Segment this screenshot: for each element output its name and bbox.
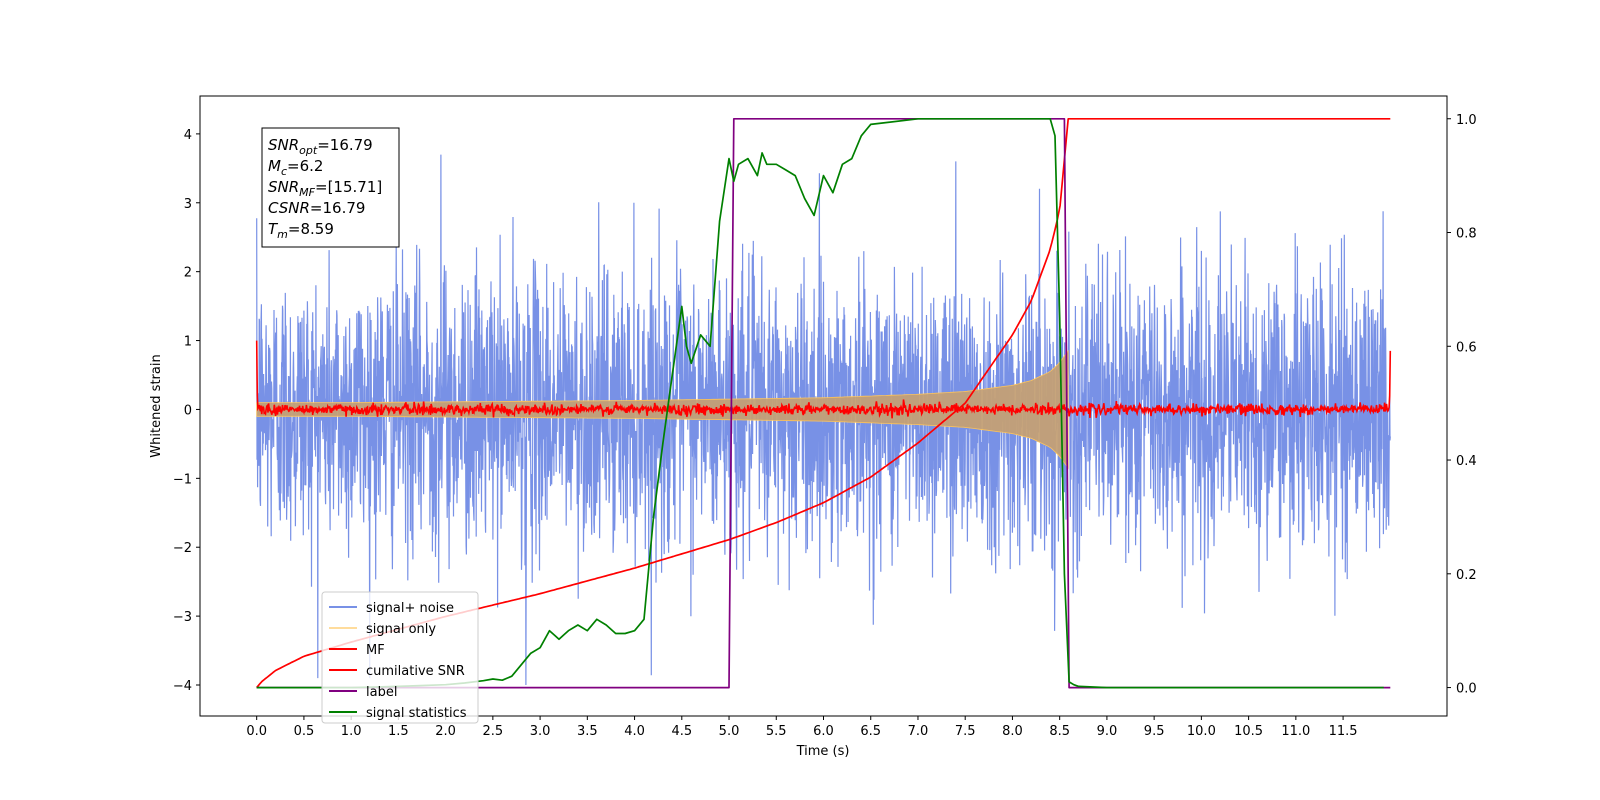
x-axis-label: Time (s): [796, 744, 850, 759]
y2-tick-label: 0.6: [1456, 340, 1477, 355]
x-tick-label: 11.5: [1329, 724, 1358, 739]
x-tick-label: 1.5: [388, 724, 409, 739]
x-tick-label: 5.5: [766, 724, 787, 739]
x-tick-label: 8.0: [1002, 724, 1023, 739]
x-tick-label: 0.0: [246, 724, 267, 739]
x-tick-label: 10.0: [1187, 724, 1216, 739]
y-tick-label: 2: [184, 266, 192, 281]
stats-value: =8.59: [288, 220, 334, 238]
x-tick-label: 11.0: [1281, 724, 1310, 739]
stats-box: SNRopt=16.79Mc=6.2SNRMF=[15.71]CSNR=16.7…: [261, 127, 400, 248]
stats-lines: SNRopt=16.79Mc=6.2SNRMF=[15.71]CSNR=16.7…: [268, 136, 382, 241]
legend-frame: [321, 591, 479, 724]
y-tick-label: −4: [173, 679, 192, 694]
stats-line: SNRMF=[15.71]: [268, 178, 382, 199]
y-axis-label: Whitened strain: [149, 354, 164, 457]
x-tick-label: 3.5: [577, 724, 598, 739]
stats-value: =16.79: [317, 136, 373, 154]
y2-tick-label: 0.8: [1456, 227, 1477, 242]
stats-symbol: T: [268, 220, 279, 238]
stats-symbol: M: [268, 157, 281, 175]
stats-line: SNRopt=16.79: [268, 136, 373, 157]
x-tick-label: 6.0: [813, 724, 834, 739]
x-tick-label: 1.0: [341, 724, 362, 739]
legend-items: signal+ noise signal only MF cumilative SNR…: [329, 601, 467, 721]
x-tick-label: 9.5: [1144, 724, 1165, 739]
stats-symbol: SNR: [268, 178, 299, 196]
stats-box-frame: [261, 127, 400, 248]
stats-value: =[15.71]: [315, 178, 382, 196]
y-tick-label: 1: [184, 335, 192, 350]
stats-line: CSNR=16.79: [268, 199, 365, 217]
x-tick-label: 10.5: [1234, 724, 1263, 739]
series-signal-statistics-line: [256, 117, 1384, 689]
stats-value: =6.2: [287, 157, 323, 175]
x-tick-label: 6.5: [860, 724, 881, 739]
y-tick-label: 3: [184, 197, 192, 212]
y2-tick-label: 1.0: [1456, 113, 1477, 128]
y-tick-label: 4: [184, 128, 192, 143]
stats-subscript: opt: [299, 144, 318, 157]
stats-line: Tm=8.59: [268, 220, 334, 241]
stats-subscript: c: [281, 165, 287, 178]
x-tick-label: 4.5: [671, 724, 692, 739]
series-layer: [255, 117, 1392, 689]
stats-subscript: m: [277, 228, 288, 241]
axes-layer: 0.0 0.5 1.0 1.5 2.0 2.5 3.0 3.5 4.0 4.5 5.0 5.5 6.0 6…: [173, 113, 1477, 739]
x-tick-label: 2.0: [435, 724, 456, 739]
x-tick-label: 8.5: [1049, 724, 1070, 739]
y2-tick-label: 0.4: [1456, 454, 1477, 469]
x-tick-label: 7.5: [955, 724, 976, 739]
legend: signal+ noise signal only MF cumilative SNR…: [321, 591, 479, 724]
legend-label: signal+ noise: [366, 601, 454, 616]
y2-tick-label: 0.0: [1456, 682, 1477, 697]
stats-subscript: MF: [299, 186, 315, 199]
legend-label: cumilative SNR: [366, 664, 465, 679]
y-tick-label: 0: [184, 403, 192, 418]
x-tick-label: 0.5: [294, 724, 315, 739]
legend-label: MF: [366, 643, 385, 658]
stats-value: =16.79: [310, 199, 366, 217]
x-tick-label: 9.0: [1097, 724, 1118, 739]
y-tick-label: −1: [173, 472, 192, 487]
legend-label: signal only: [366, 622, 436, 637]
x-tick-label: 7.0: [908, 724, 929, 739]
y-tick-label: −3: [173, 610, 192, 625]
x-tick-label: 3.0: [530, 724, 551, 739]
x-tick-label: 2.5: [483, 724, 504, 739]
series-signal-noise-line: [256, 154, 1391, 686]
legend-label: label: [366, 685, 397, 700]
x-tick-label: 5.0: [719, 724, 740, 739]
legend-label: signal statistics: [366, 706, 467, 721]
stats-symbol: SNR: [268, 136, 299, 154]
x-tick-label: 4.0: [624, 724, 645, 739]
stats-symbol: CSNR: [268, 199, 310, 217]
series-mf-line: [255, 340, 1392, 419]
y2-tick-label: 0.2: [1456, 568, 1477, 583]
stats-line: Mc=6.2: [268, 157, 323, 178]
y-tick-label: −2: [173, 541, 192, 556]
